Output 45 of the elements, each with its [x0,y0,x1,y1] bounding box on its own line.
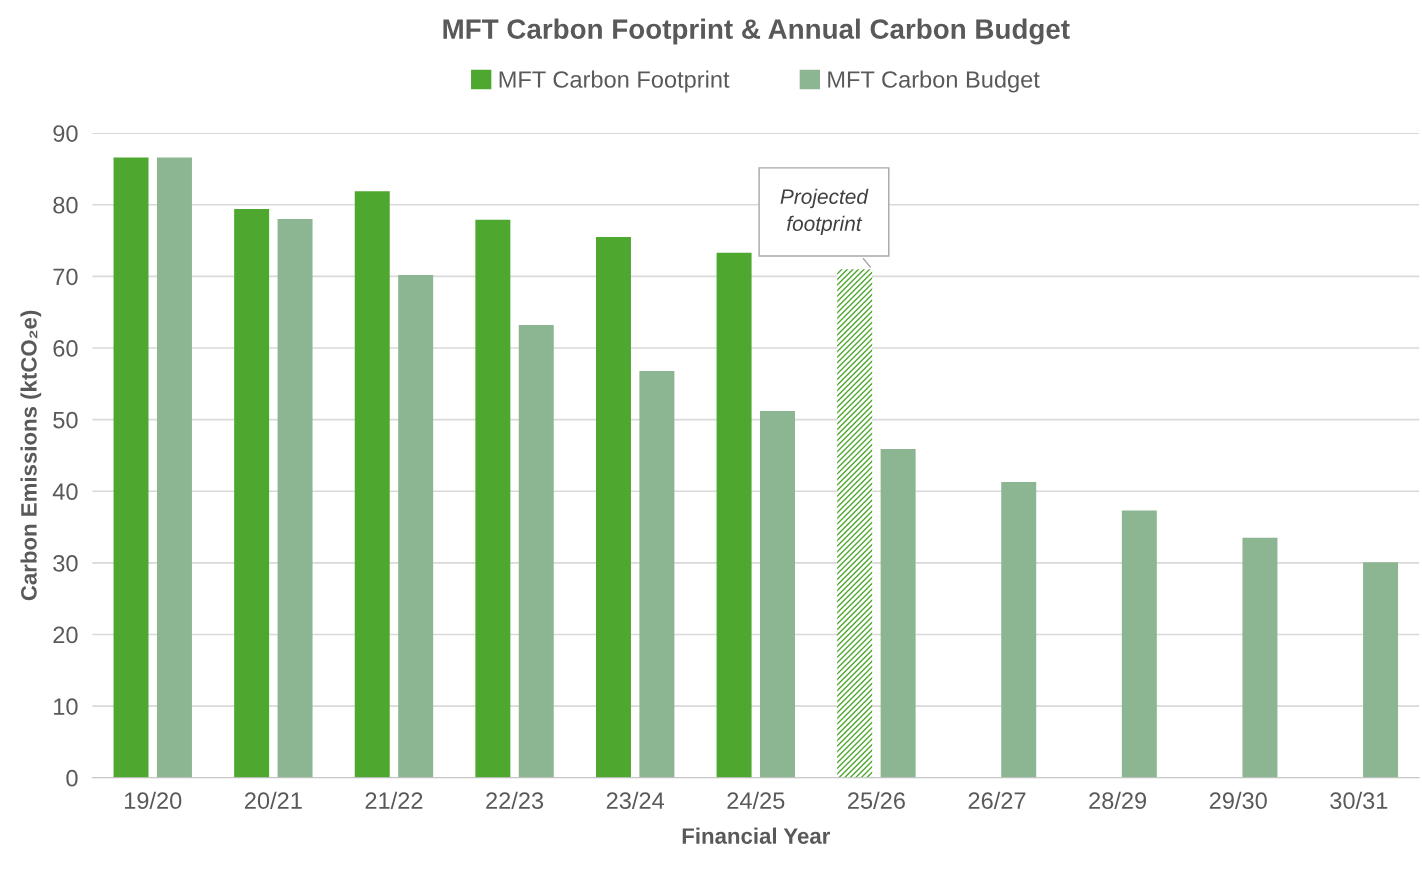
x-tick-label: 29/30 [1209,791,1267,810]
x-tick-label: 30/31 [1330,791,1388,810]
bar [156,157,192,778]
y-axis-title: Carbon Emissions (ktCO₂e) [20,310,42,601]
annotation: Projected footprint [780,188,869,236]
y-tick-label: 10 [54,698,78,715]
bar [398,274,434,778]
x-tick-label: 26/27 [968,791,1026,810]
bar [277,219,313,778]
bar [518,325,554,778]
x-tick-label: 25/26 [848,791,905,810]
y-tick-label: 80 [53,196,78,214]
bar [595,236,631,778]
bar [1001,481,1037,778]
x-tick-label: 19/20 [125,791,182,810]
x-tick-label: 28/29 [1089,791,1147,810]
x-tick-label: 22/23 [486,791,544,810]
chart-title: MFT Carbon Footprint & Annual Carbon Budget [443,18,1070,45]
bar [880,449,916,778]
bar [234,209,270,778]
x-tick-label: 21/22 [365,791,423,810]
bar [1121,510,1157,778]
bar [354,191,390,778]
legend-label: MFT Carbon Footprint [499,70,730,93]
y-tick-label: 70 [53,268,78,286]
y-tick-label: 90 [53,125,78,142]
bar [760,411,795,778]
x-tick-label: 20/21 [245,791,302,810]
y-tick-label: 20 [53,626,78,644]
x-tick-label: 24/25 [727,791,785,810]
bar [1363,562,1399,778]
y-tick-label: 30 [53,554,78,572]
bar [475,219,511,778]
legend-label: MFT Carbon Budget [828,70,1040,93]
y-tick-label: 0 [66,769,78,787]
bar [1242,537,1278,778]
x-tick-label: 23/24 [606,791,665,810]
y-tick-label: 60 [53,340,78,357]
y-tick-label: 40 [52,483,78,501]
bar [113,157,149,778]
y-tick-label: 50 [53,411,78,429]
x-axis-title: Financial Year [682,827,830,844]
bar [716,252,752,778]
bar [837,269,873,778]
bar [639,370,675,778]
